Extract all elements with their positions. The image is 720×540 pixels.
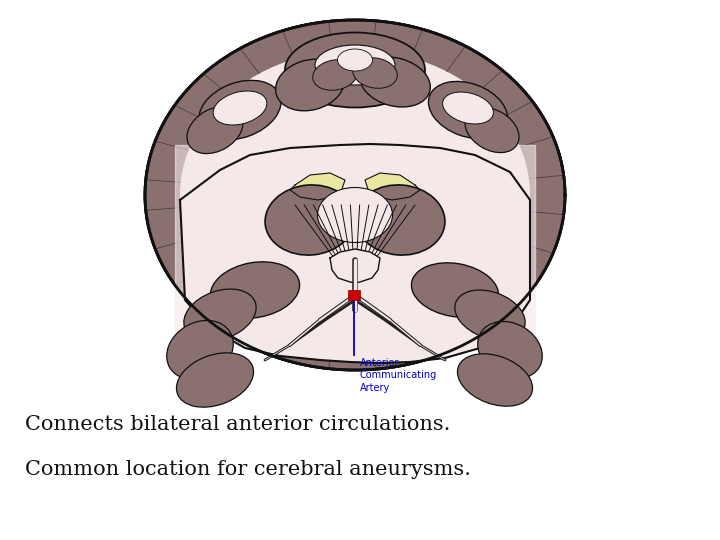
Ellipse shape bbox=[184, 289, 256, 341]
Ellipse shape bbox=[265, 185, 355, 255]
Polygon shape bbox=[180, 144, 530, 363]
Ellipse shape bbox=[285, 32, 425, 107]
Ellipse shape bbox=[187, 106, 243, 153]
Ellipse shape bbox=[411, 263, 498, 317]
Ellipse shape bbox=[213, 91, 267, 125]
Ellipse shape bbox=[318, 187, 392, 242]
Ellipse shape bbox=[199, 80, 281, 140]
Ellipse shape bbox=[428, 82, 508, 139]
Ellipse shape bbox=[276, 59, 344, 111]
Text: Anterior
Communicating
Artery: Anterior Communicating Artery bbox=[360, 358, 437, 393]
Ellipse shape bbox=[443, 92, 493, 124]
Ellipse shape bbox=[315, 45, 395, 85]
Ellipse shape bbox=[210, 262, 300, 318]
Polygon shape bbox=[145, 20, 565, 370]
Ellipse shape bbox=[338, 49, 372, 71]
Ellipse shape bbox=[457, 354, 533, 406]
Polygon shape bbox=[290, 173, 345, 200]
Polygon shape bbox=[365, 173, 420, 200]
Ellipse shape bbox=[176, 353, 253, 407]
Polygon shape bbox=[330, 249, 380, 283]
Ellipse shape bbox=[465, 107, 519, 153]
Ellipse shape bbox=[353, 58, 397, 88]
Ellipse shape bbox=[355, 185, 445, 255]
Ellipse shape bbox=[477, 321, 542, 379]
Ellipse shape bbox=[312, 60, 357, 90]
Ellipse shape bbox=[360, 57, 431, 107]
Ellipse shape bbox=[455, 290, 525, 340]
Text: Connects bilateral anterior circulations.: Connects bilateral anterior circulations… bbox=[25, 415, 451, 434]
Text: Common location for cerebral aneurysms.: Common location for cerebral aneurysms. bbox=[25, 460, 471, 479]
Polygon shape bbox=[145, 20, 565, 370]
Bar bbox=[348, 290, 360, 300]
Ellipse shape bbox=[167, 320, 233, 380]
